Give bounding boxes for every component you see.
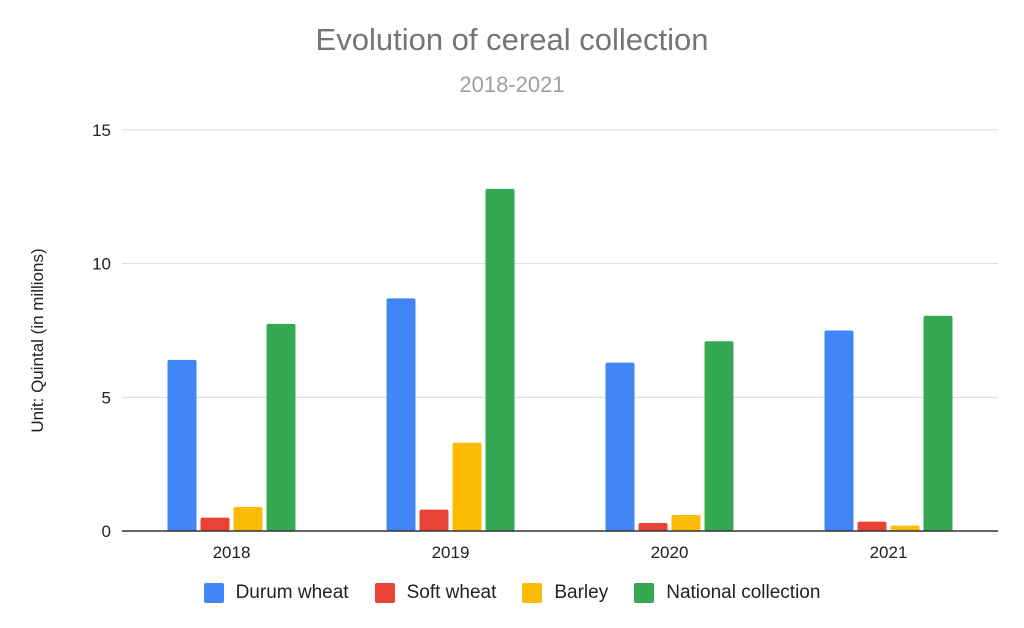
y-tick-label: 15 <box>92 121 111 140</box>
legend-item: Soft wheat <box>374 582 497 604</box>
bar-national-collection-2021 <box>923 315 953 531</box>
x-tick-label: 2020 <box>651 543 689 562</box>
legend-swatch <box>634 583 655 603</box>
x-tick-label: 2019 <box>432 543 470 562</box>
bar-national-collection-2020 <box>704 341 734 531</box>
legend-item: National collection <box>634 582 820 604</box>
chart-subtitle: 2018-2021 <box>459 72 565 97</box>
bar-soft-wheat-2018 <box>200 517 230 531</box>
bar-barley-2019 <box>452 442 482 531</box>
y-tick-label: 10 <box>92 255 111 274</box>
bar-barley-2020 <box>671 514 701 531</box>
y-tick-label: 5 <box>102 388 111 407</box>
y-tick-label: 0 <box>102 522 111 541</box>
y-axis-label: Unit: Quintal (in millions) <box>28 248 47 432</box>
bar-soft-wheat-2019 <box>419 509 449 531</box>
bar-soft-wheat-2021 <box>857 521 887 531</box>
chart-title: Evolution of cereal collection <box>315 22 709 57</box>
bar-durum-wheat-2020 <box>605 362 635 531</box>
bar-durum-wheat-2021 <box>824 330 854 531</box>
bar-barley-2018 <box>233 506 263 531</box>
x-tick-label: 2018 <box>213 543 251 562</box>
legend-item: Barley <box>522 582 608 604</box>
legend-label: Durum wheat <box>235 582 349 603</box>
legend-swatch <box>522 583 543 603</box>
bar-national-collection-2018 <box>266 323 296 531</box>
chart-legend: Durum wheat Soft wheat Barley National coll… <box>0 578 1024 608</box>
bar-durum-wheat-2018 <box>167 359 197 531</box>
bar-soft-wheat-2020 <box>638 522 668 531</box>
bar-barley-2021 <box>890 525 920 531</box>
legend-swatch <box>374 583 395 603</box>
legend-label: National collection <box>666 582 821 603</box>
legend-swatch <box>203 583 224 603</box>
bar-national-collection-2019 <box>485 188 515 531</box>
legend-label: Barley <box>554 582 609 603</box>
bar-durum-wheat-2019 <box>386 298 416 531</box>
legend-label: Soft wheat <box>406 582 497 603</box>
legend-item: Durum wheat <box>203 582 349 604</box>
x-tick-label: 2021 <box>870 543 908 562</box>
